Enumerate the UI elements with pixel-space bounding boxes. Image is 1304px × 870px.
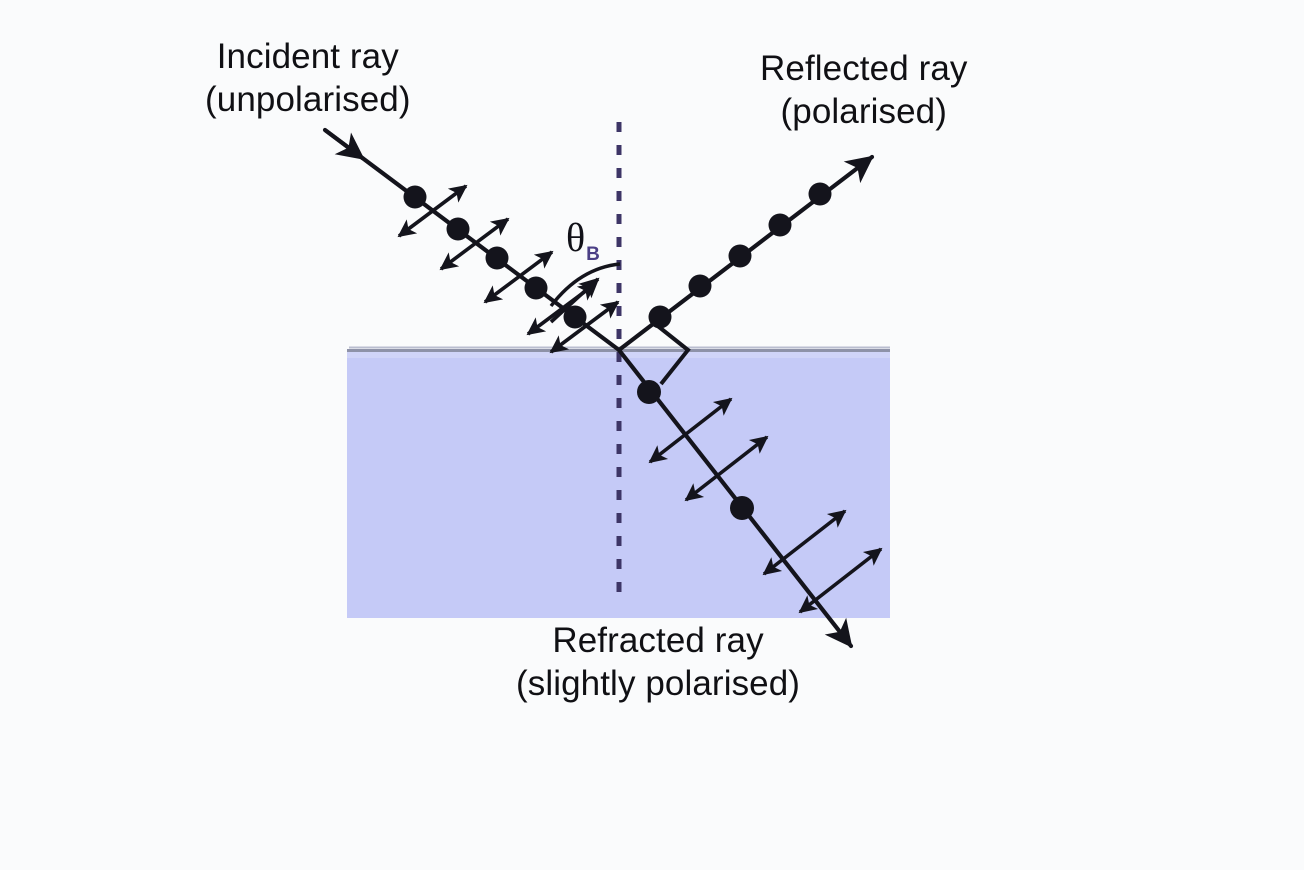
refracted-double-arrow	[648, 397, 733, 464]
polarization-dot	[563, 305, 587, 329]
refracted-polarization-dots	[637, 380, 754, 520]
reflected-polarization-dots	[648, 182, 832, 329]
incident-double-arrow	[549, 300, 620, 354]
reflected-ray-label-line1: Reflected ray	[760, 49, 968, 88]
incident-ray-label-line2: (unpolarised)	[205, 79, 411, 119]
refracted-ray-label-line2: (slightly polarised)	[516, 663, 801, 703]
refracted-double-arrow	[798, 547, 883, 614]
incident-ray-direction-arrow	[323, 128, 365, 161]
refracted-double-arrow	[684, 435, 769, 502]
reflected-ray-label: Reflected ray (polarised)	[760, 48, 968, 133]
polarization-dot	[648, 305, 672, 329]
medium-block	[347, 350, 890, 618]
refracted-ray-label-line1: Refracted ray	[552, 621, 764, 660]
brewster-angle-label: θB	[566, 215, 600, 265]
incident-polarization-arrows	[397, 184, 620, 354]
theta-subscript: B	[586, 244, 600, 265]
incident-polarization-dots	[403, 185, 587, 329]
refracted-polarization-arrows	[648, 397, 883, 614]
polarization-dot	[446, 217, 470, 241]
polarization-dot	[768, 213, 792, 237]
polarization-dot	[730, 496, 754, 520]
incident-ray-label-line1: Incident ray	[216, 37, 399, 76]
polarization-dot	[728, 244, 752, 268]
incident-double-arrow	[439, 217, 510, 271]
polarization-dot	[637, 380, 661, 404]
polarization-dot	[688, 274, 712, 298]
refracted-ray-label: Refracted ray (slightly polarised)	[516, 620, 800, 705]
refracted-double-arrow	[762, 509, 847, 576]
reflected-ray-group	[616, 154, 875, 353]
polarization-dot	[485, 246, 509, 270]
right-angle-marker	[652, 321, 691, 386]
incident-double-arrow	[483, 250, 554, 304]
polarization-dot	[403, 185, 427, 209]
incident-ray-group	[322, 127, 622, 354]
refracted-ray-group	[616, 347, 883, 649]
polarization-dot	[808, 182, 832, 206]
incident-ray-label: Incident ray (unpolarised)	[205, 36, 411, 121]
incident-double-arrow	[397, 184, 468, 238]
reflected-ray-label-line2: (polarised)	[780, 91, 947, 131]
brewster-angle-arc-arrow	[549, 277, 600, 324]
theta-symbol: θ	[566, 215, 586, 260]
medium-block-group	[347, 346, 890, 618]
polarization-dot	[524, 276, 548, 300]
brewster-angle-arc	[549, 262, 621, 308]
